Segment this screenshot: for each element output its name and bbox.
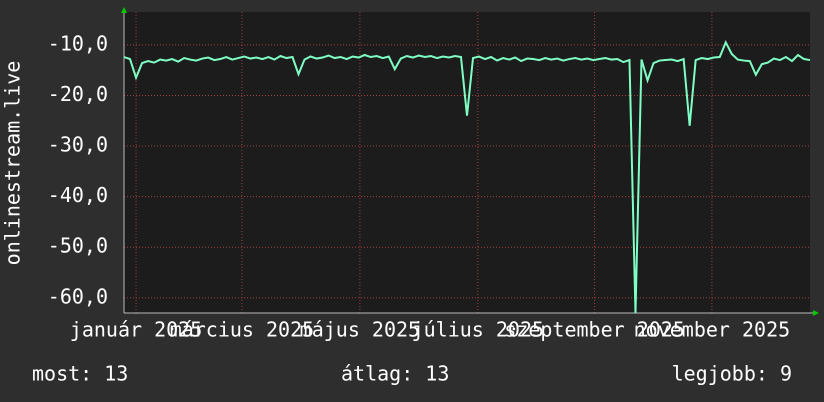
y-tick-label: -60,0 [48,284,108,308]
x-tick-label: május 2025 [300,318,420,342]
y-tick-label: -50,0 [48,234,108,258]
stat: most: 13 [32,362,128,386]
stat: átlag: 13 [341,362,449,386]
x-tick-label: január 2025 [70,318,202,342]
axis-arrow [813,310,819,316]
x-tick-label: március 2025 [170,318,315,342]
y-axis-label: onlinestream.live [1,61,25,266]
stat: legjobb: 9 [672,362,792,386]
axis-arrow [121,7,127,13]
y-tick-label: -30,0 [48,133,108,157]
y-tick-label: -10,0 [48,31,108,55]
y-tick-label: -40,0 [48,183,108,207]
x-tick-label: szeptember 2025 [504,318,685,342]
x-tick-label: július 2025 [412,318,544,342]
x-tick-label: november 2025 [634,318,791,342]
y-tick-label: -20,0 [48,82,108,106]
line [123,39,811,314]
